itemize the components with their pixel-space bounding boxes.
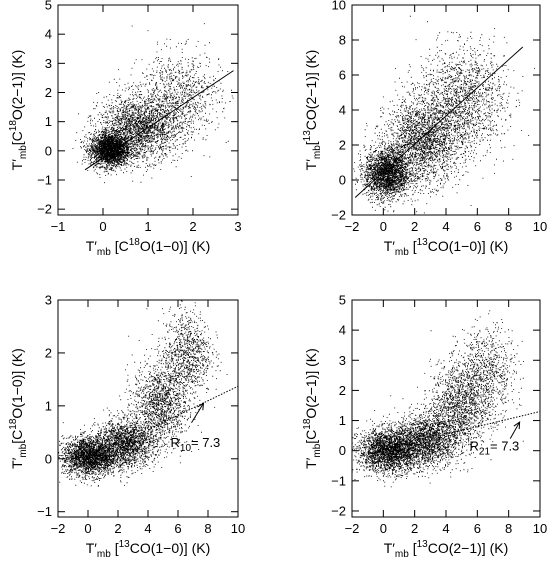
plot-frame xyxy=(57,299,239,518)
x-tick-label: 10 xyxy=(231,521,245,536)
plot-frame xyxy=(57,4,239,216)
scatter-point-cloud xyxy=(72,23,236,184)
x-tick-label: 4 xyxy=(442,521,449,536)
x-tick-label: 6 xyxy=(474,219,481,234)
y-tick-label: 5 xyxy=(45,0,52,13)
fit-line xyxy=(84,70,234,171)
x-tick-label: 4 xyxy=(442,219,449,234)
y-axis-label: T′mb[C18O(2−1)] (K) xyxy=(8,50,29,171)
x-tick-label: 10 xyxy=(533,521,547,536)
x-axis-label: T′mb [13CO(2−1)] (K) xyxy=(384,539,509,560)
x-tick-label: 0 xyxy=(380,219,387,234)
scatter-points xyxy=(353,15,535,214)
x-tick-label: 6 xyxy=(474,521,481,536)
y-tick-label: 5 xyxy=(339,293,346,308)
y-tick-label: 0 xyxy=(45,143,52,158)
x-tick-label: 0 xyxy=(84,521,91,536)
scatter-point-cloud xyxy=(58,300,228,487)
y-tick-label: 1 xyxy=(45,398,52,413)
y-tick-label: 0 xyxy=(339,173,346,188)
y-axis-label: T′mb[13CO(2−1)] (K) xyxy=(302,50,323,171)
annotation-arrowhead xyxy=(513,421,521,430)
panel-4: −2 0 2 4 6 8 10 −2 −1 0 1 2 3 4 5 T′mb [13CO(2−1)] (K) T… xyxy=(302,293,547,561)
x-tick-label: 3 xyxy=(234,219,241,234)
y-tick-label: 3 xyxy=(45,293,52,308)
ratio-annotation: R10= 7.3 xyxy=(171,435,221,454)
x-tick-label: 8 xyxy=(505,219,512,234)
y-tick-label: −2 xyxy=(331,503,346,518)
x-tick-label: 2 xyxy=(411,521,418,536)
x-tick-label: 4 xyxy=(144,521,151,536)
ratio-line xyxy=(445,411,541,435)
y-tick-label: 8 xyxy=(339,33,346,48)
annotation-arrow xyxy=(509,421,521,439)
scatter-points xyxy=(58,300,228,487)
x-tick-label: −2 xyxy=(345,219,360,234)
x-tick-label: 8 xyxy=(204,521,211,536)
y-tick-label: 2 xyxy=(339,383,346,398)
x-axis-label: T′mb [13CO(1−0)] (K) xyxy=(384,237,509,258)
y-tick-label: 6 xyxy=(339,68,346,83)
y-tick-label: 4 xyxy=(45,27,52,42)
x-axis-label: T′mb [13CO(1−0)] (K) xyxy=(86,539,211,560)
y-tick-label: 10 xyxy=(332,0,346,13)
x-tick-label: 0 xyxy=(380,521,387,536)
x-tick-label: 6 xyxy=(174,521,181,536)
y-tick-label: 0 xyxy=(45,451,52,466)
y-tick-label: −1 xyxy=(37,504,52,519)
y-tick-label: 2 xyxy=(339,138,346,153)
ratio-annotation: R21= 7.3 xyxy=(470,439,520,458)
x-tick-label: 8 xyxy=(505,521,512,536)
scatter-point-cloud xyxy=(353,15,535,214)
y-tick-label: −2 xyxy=(37,202,52,217)
scatter-points xyxy=(72,23,236,184)
y-axis-label: T′mb[C18O(2−1)] (K) xyxy=(302,348,323,469)
y-tick-label: 4 xyxy=(339,103,346,118)
x-tick-label: 2 xyxy=(114,521,121,536)
fit-line xyxy=(354,46,524,198)
plot-frame xyxy=(351,299,541,518)
y-tick-label: −2 xyxy=(331,208,346,223)
panel-2: −2 0 2 4 6 8 10 −2 0 2 4 6 8 10 T′mb [13CO(1−0)] (K) T′… xyxy=(302,0,547,258)
y-tick-label: 4 xyxy=(339,323,346,338)
y-tick-label: 1 xyxy=(45,114,52,129)
y-tick-label: 2 xyxy=(45,345,52,360)
x-tick-label: 2 xyxy=(411,219,418,234)
y-tick-label: −1 xyxy=(331,473,346,488)
x-tick-label: 0 xyxy=(99,219,106,234)
x-tick-label: 2 xyxy=(189,219,196,234)
scatter-point-cloud xyxy=(352,310,524,488)
annotation-arrow xyxy=(191,402,204,424)
y-tick-label: 3 xyxy=(45,56,52,71)
x-tick-label: 1 xyxy=(144,219,151,234)
y-tick-label: 0 xyxy=(339,443,346,458)
x-tick-label: 10 xyxy=(533,219,547,234)
y-tick-label: −1 xyxy=(37,173,52,188)
scatter-points xyxy=(352,310,524,488)
annotation-arrowhead xyxy=(197,402,205,411)
x-tick-label: −1 xyxy=(51,219,66,234)
y-tick-label: 3 xyxy=(339,353,346,368)
y-axis-label: T′mb[C18O(1−0)] (K) xyxy=(8,348,29,469)
y-tick-label: 1 xyxy=(339,413,346,428)
panel-3: −2 0 2 4 6 8 10 −1 0 1 2 3 T′mb [13CO(1−0)] (K) T′mb[… xyxy=(8,293,245,561)
x-axis-label: T′mb [C18O(1−0)] (K) xyxy=(86,237,211,258)
x-tick-label: −2 xyxy=(51,521,66,536)
x-tick-label: −2 xyxy=(345,521,360,536)
panel-1: −1 0 1 2 3 −2 −1 0 1 2 3 4 5 T′mb [C18O(1−0)] (K) T′mb… xyxy=(8,0,242,258)
y-tick-label: 2 xyxy=(45,85,52,100)
